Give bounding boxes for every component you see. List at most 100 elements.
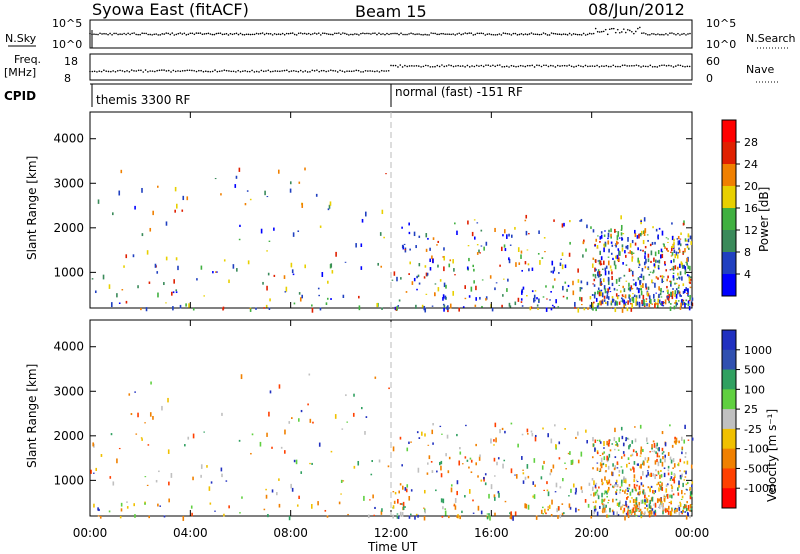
- echo-cell: [508, 302, 511, 307]
- echo-cell: [689, 276, 692, 279]
- freq-point: [105, 70, 108, 72]
- echo-cell: [476, 222, 479, 224]
- echo-cell: [635, 301, 637, 306]
- echo-cell: [613, 467, 616, 471]
- nsky-point: [500, 34, 503, 36]
- freq-point: [552, 65, 554, 67]
- echo-cell: [658, 455, 661, 458]
- echo-cell: [562, 477, 564, 482]
- nsky-point: [249, 33, 252, 36]
- echo-cell: [530, 430, 533, 433]
- echo-cell: [238, 238, 241, 241]
- echo-cell: [563, 222, 565, 227]
- nsky-point: [404, 33, 406, 36]
- echo-cell: [662, 280, 665, 282]
- echo-cell: [622, 285, 624, 289]
- echo-cell: [656, 483, 658, 486]
- echo-cell: [618, 437, 620, 443]
- echo-cell: [484, 482, 487, 486]
- echo-cell: [604, 267, 607, 271]
- echo-cell: [656, 260, 659, 263]
- echo-cell: [620, 224, 623, 230]
- echo-cell: [342, 480, 345, 482]
- echo-cell: [141, 438, 143, 441]
- freq-point: [482, 65, 485, 68]
- echo-cell: [534, 484, 536, 487]
- echo-cell: [462, 306, 465, 308]
- nsky-point: [444, 33, 446, 35]
- nsky-point: [291, 32, 294, 34]
- echo-cell: [681, 489, 683, 494]
- echo-cell: [668, 505, 670, 510]
- echo-cell: [394, 306, 397, 311]
- echo-cell: [396, 276, 398, 282]
- freq-point: [485, 64, 487, 66]
- nsky-point: [131, 32, 133, 35]
- echo-cell: [593, 506, 596, 509]
- echo-cell: [532, 481, 535, 485]
- echo-cell: [674, 253, 677, 259]
- nsky-point: [103, 32, 105, 35]
- echo-cell: [618, 502, 621, 505]
- echo-cell: [262, 281, 264, 285]
- echo-cell: [682, 252, 685, 254]
- echo-cell: [652, 282, 654, 284]
- echo-cell: [431, 305, 434, 307]
- freq-point: [274, 70, 277, 72]
- echo-cell: [192, 433, 195, 439]
- echo-cell: [620, 506, 622, 511]
- echo-cell: [677, 272, 679, 276]
- nsky-point: [297, 32, 300, 35]
- echo-cell: [528, 268, 530, 272]
- nsky-point: [171, 32, 174, 34]
- echo-cell: [485, 515, 488, 518]
- echo-cell: [684, 271, 687, 275]
- echo-cell: [640, 288, 643, 291]
- echo-cell: [559, 514, 562, 519]
- freq-point: [371, 70, 374, 72]
- freq-point: [318, 70, 321, 73]
- nsky-point: [362, 32, 364, 34]
- echo-cell: [408, 231, 411, 235]
- echo-cell: [615, 243, 617, 248]
- echo-cell: [669, 494, 671, 498]
- echo-cell: [537, 252, 540, 255]
- echo-cell: [679, 293, 681, 297]
- freq-point: [281, 70, 283, 72]
- nsky-point: [426, 34, 428, 36]
- echo-cell: [311, 503, 313, 509]
- echo-cell: [396, 513, 399, 515]
- freq-point: [670, 65, 672, 67]
- echo-cell: [480, 229, 483, 232]
- echo-cell: [94, 290, 97, 294]
- echo-cell: [640, 482, 643, 486]
- echo-cell: [456, 433, 458, 437]
- echo-cell: [298, 292, 301, 295]
- echo-cell: [137, 285, 139, 289]
- echo-cell: [658, 286, 660, 291]
- echo-cell: [649, 499, 651, 505]
- freq-point: [160, 69, 163, 71]
- nsky-point: [287, 32, 290, 35]
- freq-point: [230, 70, 233, 73]
- echo-cell: [596, 305, 599, 309]
- freq-point: [600, 65, 603, 67]
- echo-cell: [490, 438, 492, 444]
- nsky-point: [651, 32, 653, 35]
- freq-point: [663, 64, 666, 66]
- freq-point: [575, 65, 578, 68]
- nsky-point: [338, 32, 340, 34]
- echo-cell: [399, 436, 402, 440]
- freq-point: [549, 64, 552, 67]
- nsky-point: [410, 32, 412, 34]
- freq-point: [100, 70, 103, 73]
- echo-cell: [615, 489, 618, 491]
- nsky-point: [378, 32, 380, 35]
- freq-point: [596, 64, 598, 67]
- echo-cell: [606, 479, 608, 484]
- echo-cell: [657, 277, 659, 280]
- echo-cell: [624, 303, 627, 306]
- echo-cell: [603, 508, 606, 513]
- freq-point: [330, 69, 332, 71]
- echo-cell: [608, 439, 610, 444]
